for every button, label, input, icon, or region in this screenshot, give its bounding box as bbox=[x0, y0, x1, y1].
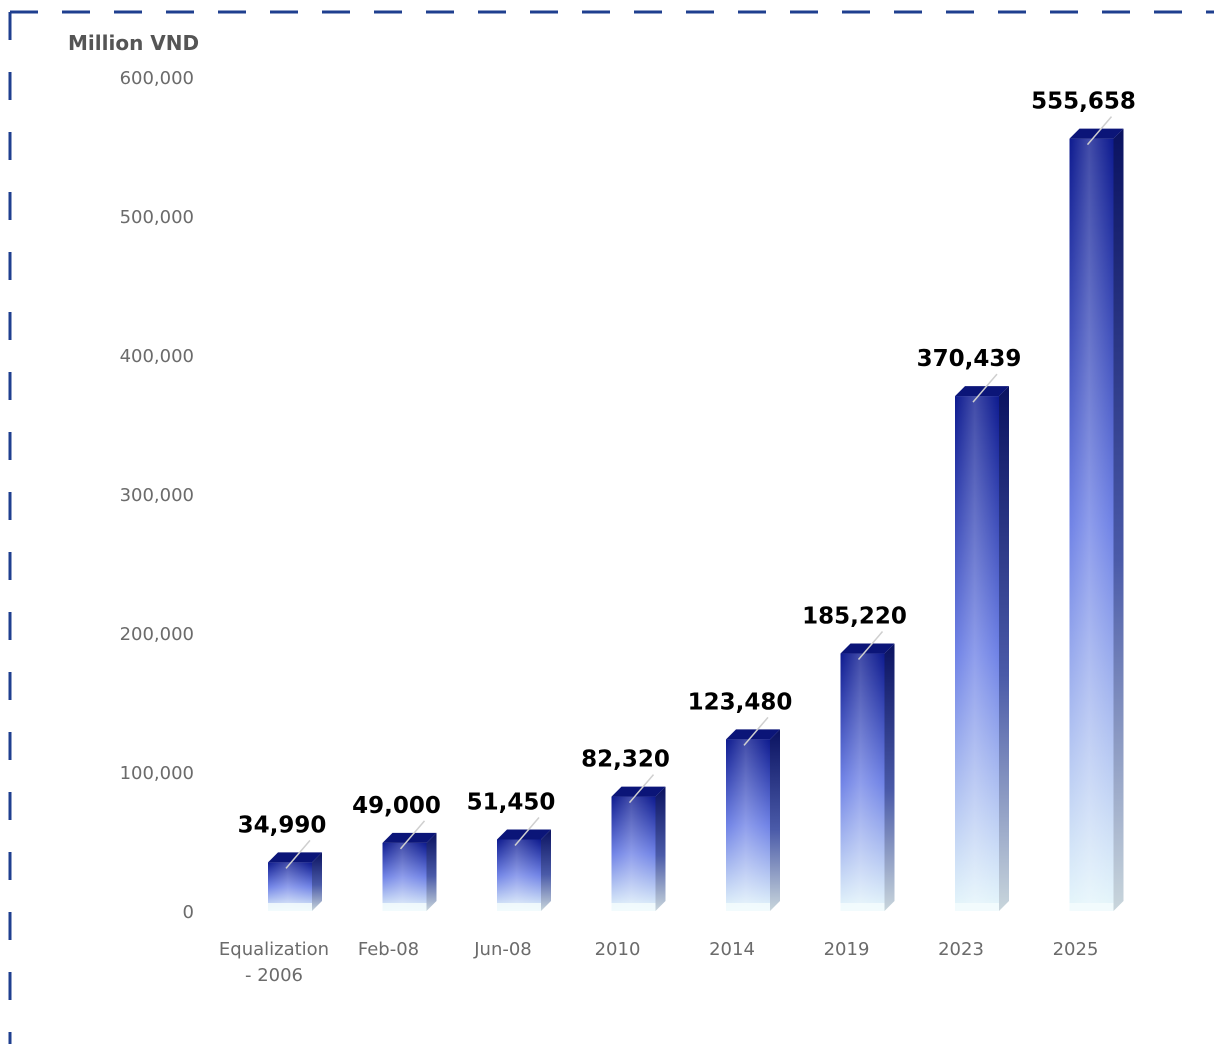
y-axis-ticks: 0 100,000 200,000 300,000 400,000 500,000 600,… bbox=[120, 68, 194, 923]
data-label-leader bbox=[857, 631, 884, 661]
bar-shine bbox=[955, 396, 999, 911]
bars-group: 34,990 49,000 51,450 82,320 123,480 185,220 37… bbox=[238, 89, 1136, 911]
bar-shine bbox=[726, 739, 770, 911]
bar-7 bbox=[1069, 128, 1124, 911]
bar-1 bbox=[382, 832, 437, 911]
bar-shine bbox=[382, 842, 427, 911]
bar-base bbox=[497, 903, 541, 911]
y-tick-label: 0 bbox=[183, 902, 194, 923]
data-label-leader bbox=[743, 716, 769, 746]
y-tick-label: 300,000 bbox=[120, 485, 194, 506]
bar-base bbox=[382, 903, 427, 911]
bar-base bbox=[726, 903, 770, 911]
x-category-label: 2023 bbox=[938, 939, 984, 960]
y-tick-label: 400,000 bbox=[120, 346, 194, 367]
y-axis-unit-label: Million VND bbox=[68, 31, 199, 55]
bar-0 bbox=[268, 852, 322, 911]
y-tick-label: 200,000 bbox=[120, 624, 194, 645]
x-category-label: 2014 bbox=[709, 939, 755, 960]
y-tick-label: 500,000 bbox=[120, 207, 194, 228]
data-label-leader bbox=[972, 373, 998, 403]
bar-side bbox=[541, 829, 551, 911]
bar-6 bbox=[955, 386, 1009, 911]
y-tick-label: 100,000 bbox=[120, 763, 194, 784]
x-category-label: - 2006 bbox=[245, 965, 303, 986]
bar-shine bbox=[1069, 138, 1114, 911]
data-label: 555,658 bbox=[1031, 89, 1136, 115]
bar-shine bbox=[268, 862, 312, 911]
bar-4 bbox=[726, 729, 780, 911]
x-category-label: 2019 bbox=[824, 939, 870, 960]
bar-side bbox=[999, 386, 1009, 911]
bar-shine bbox=[840, 653, 885, 911]
x-axis-labels: Equalization - 2006 Feb-08 Jun-08 2010 2014 20… bbox=[219, 939, 1099, 986]
data-label-leader bbox=[514, 816, 540, 846]
bar-base bbox=[1069, 903, 1114, 911]
bar-side bbox=[1113, 128, 1124, 911]
data-label: 34,990 bbox=[238, 812, 327, 838]
bar-base bbox=[955, 903, 999, 911]
bar-side bbox=[312, 852, 322, 911]
data-label: 185,220 bbox=[802, 604, 907, 630]
bar-shine bbox=[611, 796, 656, 911]
bar-2 bbox=[497, 829, 551, 911]
bar-base bbox=[611, 903, 656, 911]
data-label: 49,000 bbox=[352, 793, 441, 819]
bar-shine bbox=[497, 839, 541, 911]
x-category-label: 2025 bbox=[1053, 939, 1099, 960]
bar-side bbox=[884, 643, 895, 911]
x-category-label: 2010 bbox=[595, 939, 641, 960]
bar-3 bbox=[611, 786, 666, 911]
data-label: 370,439 bbox=[917, 346, 1022, 372]
data-label: 82,320 bbox=[581, 747, 670, 773]
data-label: 51,450 bbox=[467, 789, 556, 815]
data-label-leader bbox=[399, 820, 426, 850]
data-label-leader bbox=[285, 839, 311, 869]
bar-base bbox=[268, 903, 312, 911]
bar-base bbox=[840, 903, 885, 911]
y-tick-label: 600,000 bbox=[120, 68, 194, 89]
x-category-label: Equalization bbox=[219, 939, 329, 960]
x-category-label: Jun-08 bbox=[473, 939, 532, 960]
data-label-leader bbox=[628, 774, 655, 804]
data-label-leader bbox=[1086, 116, 1113, 146]
bar-side bbox=[655, 786, 666, 911]
data-label: 123,480 bbox=[688, 689, 793, 715]
bar-side bbox=[426, 832, 437, 911]
bar-5 bbox=[840, 643, 895, 911]
x-category-label: Feb-08 bbox=[358, 939, 419, 960]
bar-side bbox=[770, 729, 780, 911]
